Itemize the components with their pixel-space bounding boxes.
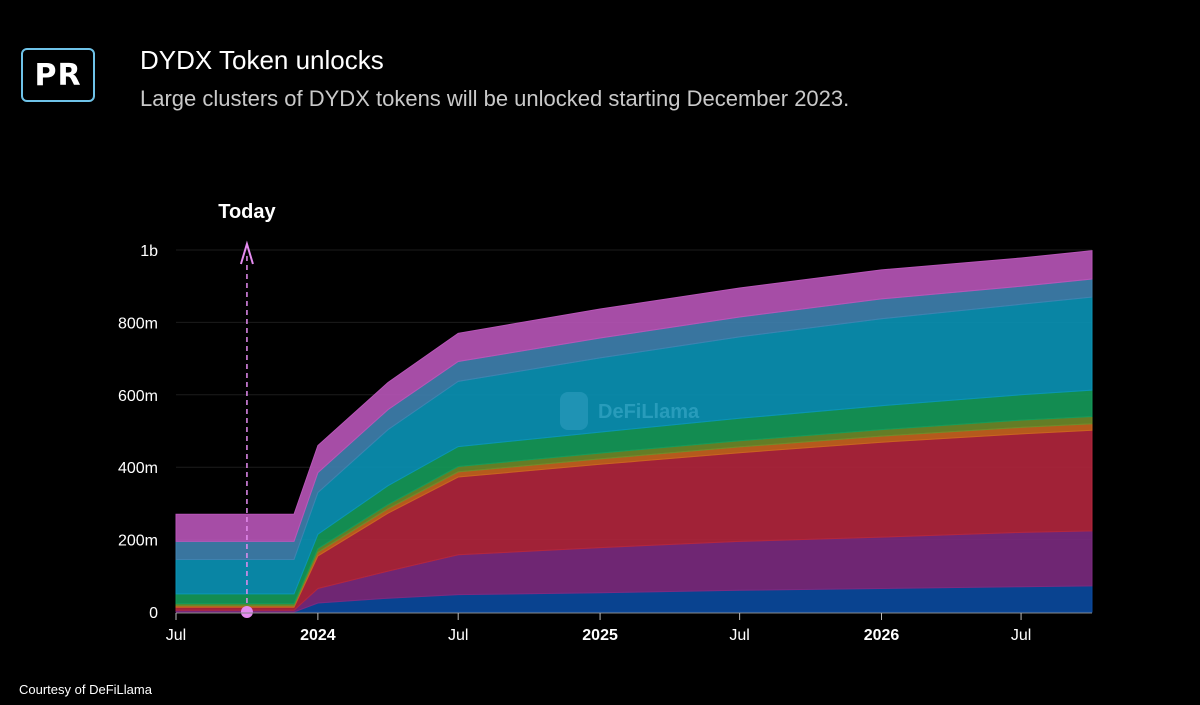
x-tick-label-4: Jul (729, 627, 749, 644)
y-axis: 0 200m 400m 600m 800m 1b (118, 243, 158, 622)
x-tick-label-6: Jul (1011, 627, 1031, 644)
pr-logo: PR (21, 48, 95, 102)
x-tick-label-2: Jul (448, 627, 468, 644)
logo-text: PR (34, 57, 82, 93)
x-tick-label-0: Jul (166, 627, 186, 644)
today-marker: Today (218, 201, 277, 618)
llama-icon (560, 392, 588, 430)
y-tick-label-4: 800m (118, 315, 158, 332)
credit-text: Courtesy of DeFiLlama (19, 682, 152, 697)
chart-title: DYDX Token unlocks (140, 45, 384, 75)
watermark: DeFiLlama (560, 392, 700, 430)
x-tick-label-1: 2024 (300, 627, 336, 644)
y-tick-label-5: 1b (140, 243, 158, 260)
y-tick-label-2: 400m (118, 460, 158, 477)
area-series-8 (175, 250, 1093, 542)
x-tick-label-3: 2025 (582, 627, 618, 644)
y-tick-label-3: 600m (118, 388, 158, 405)
today-label: Today (218, 201, 276, 223)
watermark-text: DeFiLlama (598, 401, 700, 423)
today-dot (240, 606, 253, 618)
today-arrow (239, 240, 254, 265)
y-tick-label-1: 200m (118, 533, 158, 550)
stacked-areas (175, 250, 1093, 613)
y-tick-label-0: 0 (149, 605, 158, 622)
chart-subtitle: Large clusters of DYDX tokens will be un… (140, 86, 850, 111)
x-axis: Jul 2024 Jul 2025 Jul 2026 Jul (166, 612, 1092, 644)
x-tick-label-5: 2026 (864, 627, 900, 644)
